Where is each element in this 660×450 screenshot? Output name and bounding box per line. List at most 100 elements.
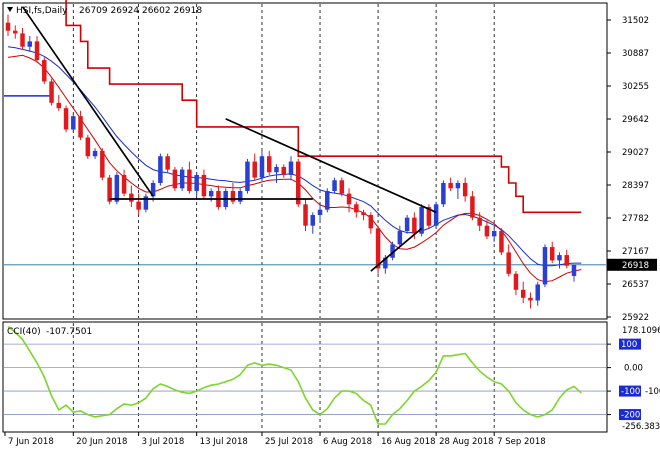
candle-body xyxy=(78,116,83,138)
candle-body xyxy=(129,193,134,202)
date-tick-label: 28 Aug 2018 xyxy=(439,437,493,447)
candle-body xyxy=(288,161,294,175)
candle-body xyxy=(42,60,47,82)
price-tick-label: 26537 xyxy=(622,280,649,290)
date-tick-label: 13 Jul 2018 xyxy=(200,437,248,447)
candle-body xyxy=(274,166,279,173)
candle xyxy=(390,241,395,261)
trendline[interactable] xyxy=(370,227,423,272)
candle xyxy=(397,225,403,248)
candle-body xyxy=(100,150,105,178)
candle-body xyxy=(49,81,54,103)
candle-body xyxy=(361,212,366,216)
cci-label: CCI(40) xyxy=(7,327,41,337)
cci-pane[interactable] xyxy=(2,321,608,433)
candle xyxy=(310,212,316,234)
candle-body xyxy=(63,108,69,130)
cci-level-badge xyxy=(619,409,641,421)
candle xyxy=(455,180,461,199)
candle-body xyxy=(325,190,330,210)
candle xyxy=(252,153,257,181)
candle-body xyxy=(158,156,163,183)
candle-body xyxy=(441,182,446,205)
candle-body xyxy=(470,196,475,218)
candle xyxy=(339,177,345,197)
candle xyxy=(92,148,98,159)
candle xyxy=(27,36,33,53)
candle xyxy=(56,94,62,111)
candle xyxy=(477,212,482,232)
triangle-down-icon[interactable] xyxy=(7,7,13,12)
candle xyxy=(49,78,54,106)
candle-body xyxy=(13,30,18,34)
cci-level-label: 100 xyxy=(621,340,637,350)
date-tick-label: 6 Aug 2018 xyxy=(323,437,372,447)
candle-body xyxy=(368,215,374,229)
date-tick-label: 25 Jul 2018 xyxy=(265,437,313,447)
candle xyxy=(100,148,105,181)
chart-header: HSI,fs,Daily 26709 26924 26602 26918 xyxy=(7,6,202,16)
candle-body xyxy=(34,41,40,61)
candle-body xyxy=(208,190,214,197)
date-tick-label: 16 Aug 2018 xyxy=(381,437,435,447)
candle-body xyxy=(143,196,149,210)
candle xyxy=(34,36,40,63)
candle-body xyxy=(85,137,91,157)
candle xyxy=(121,169,127,197)
candle-body xyxy=(571,264,577,276)
candle xyxy=(63,105,69,133)
candle xyxy=(448,177,453,191)
candle xyxy=(419,204,424,237)
candle xyxy=(259,150,265,181)
candle-body xyxy=(354,204,359,213)
candle xyxy=(288,156,294,181)
candle xyxy=(470,190,475,221)
trendline[interactable] xyxy=(21,6,154,197)
candle-body xyxy=(317,209,323,216)
candle-body xyxy=(506,252,511,274)
candle-body xyxy=(346,193,352,205)
candle-body xyxy=(150,182,156,197)
candle xyxy=(281,164,286,178)
candle xyxy=(71,113,76,133)
candle xyxy=(194,172,199,197)
candle xyxy=(354,201,359,218)
trendline[interactable] xyxy=(225,118,437,214)
candle xyxy=(361,209,366,221)
candle xyxy=(165,153,170,173)
candle-body xyxy=(375,228,381,269)
candle xyxy=(78,110,83,141)
candle xyxy=(303,198,308,232)
candle xyxy=(42,57,47,85)
candle xyxy=(462,177,468,202)
cci-level-badge xyxy=(619,338,641,350)
symbol-label: HSI,fs,Daily xyxy=(16,6,68,16)
date-tick-label: 3 Jul 2018 xyxy=(142,437,185,447)
candle xyxy=(237,188,243,205)
candle-body xyxy=(484,225,490,237)
cci-level-label: -100 xyxy=(621,387,640,397)
cci-line xyxy=(7,325,582,425)
candle xyxy=(332,177,337,194)
candle-body xyxy=(448,182,453,189)
candle xyxy=(266,150,272,175)
ohlc-values: 26709 26924 26602 26918 xyxy=(79,6,202,16)
price-envelope-line xyxy=(65,0,582,214)
candle-body xyxy=(230,190,236,202)
candle-body xyxy=(513,273,519,290)
candle-body xyxy=(136,201,141,210)
candle-body xyxy=(491,231,497,237)
cci-header: CCI(40) -107.7501 xyxy=(7,327,92,337)
candle-body xyxy=(383,257,388,269)
candle xyxy=(172,166,178,191)
candle xyxy=(187,161,192,194)
candle-body xyxy=(179,169,185,189)
candle xyxy=(441,180,446,207)
candle-body xyxy=(71,116,76,130)
candle xyxy=(136,193,141,216)
date-tick-label: 20 Jun 2018 xyxy=(76,437,127,447)
candle-body xyxy=(201,174,207,197)
candle-body xyxy=(477,217,482,226)
candle xyxy=(346,188,352,213)
